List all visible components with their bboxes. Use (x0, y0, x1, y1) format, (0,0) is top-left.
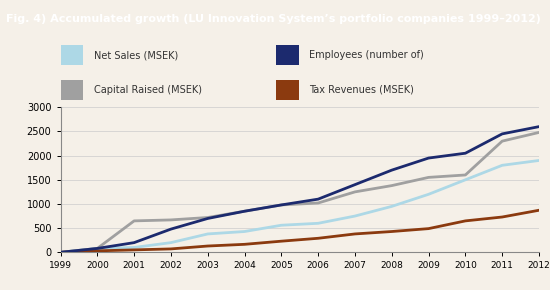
Bar (60, 80, 84, 100)
Text: Net Sales (MSEK): Net Sales (MSEK) (94, 50, 178, 60)
Bar (60, 45, 84, 65)
Text: Capital Raised (MSEK): Capital Raised (MSEK) (94, 85, 202, 95)
Bar (276, 45, 299, 65)
Bar (276, 80, 299, 100)
Text: Employees (number of): Employees (number of) (309, 50, 424, 60)
Text: Fig. 4) Accumulated growth (LU Innovation System’s portfolio companies 1999–2012: Fig. 4) Accumulated growth (LU Innovatio… (6, 14, 540, 24)
Text: Tax Revenues (MSEK): Tax Revenues (MSEK) (309, 85, 414, 95)
